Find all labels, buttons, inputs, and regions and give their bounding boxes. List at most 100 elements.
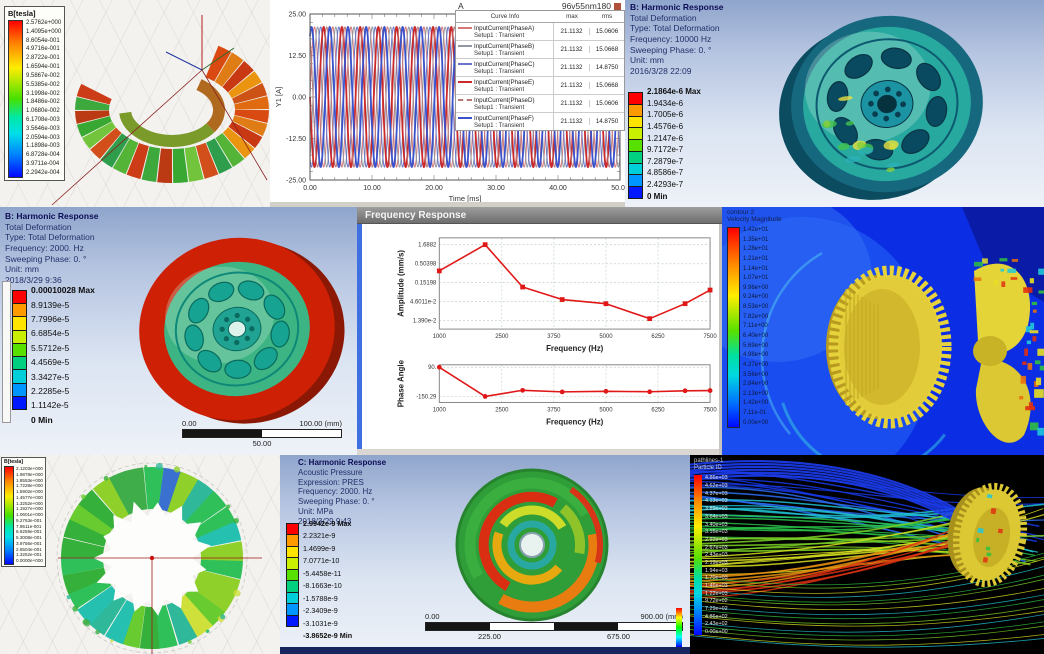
curve-name: InputCurrent(PhaseA) — [474, 24, 535, 32]
scale-ruler: 0.00 100.00 (mm) 50.00 — [182, 419, 342, 448]
legend-value: 3.3427e-5 — [31, 371, 70, 382]
legend-value: 1.07e+01 — [743, 275, 769, 282]
legend-values: 2.1203e+000 1.9878e+000 1.8553e+000 1.7228e… — [16, 466, 43, 563]
legend-value: 1.14e+01 — [743, 265, 769, 272]
legend-value: 1.9434e-6 — [647, 98, 684, 108]
svg-text:1000: 1000 — [433, 334, 447, 340]
legend-title: B[tesla] — [4, 459, 24, 465]
panel-maxwell-torus: B[tesla] 2.5762e+000 1.4095e+000 8.6054e-0… — [0, 0, 270, 207]
legend-value: 6.8728e-004 — [26, 152, 60, 159]
legend-value: 3.89e+03 — [705, 506, 728, 513]
info-line: Sweeping Phase: 0. ° — [298, 497, 375, 506]
panel-harmonic-10000hz: B: Harmonic Response Total Deformation Typ… — [625, 0, 1044, 207]
svg-text:25.00: 25.00 — [288, 12, 306, 19]
legend-value: 8.6054e-001 — [26, 37, 60, 44]
panel-velocity-contour: contour 2 Velocity Magnitude 1.42e+01 1.35… — [722, 207, 1044, 455]
table-header: Curve Info max rms — [456, 11, 624, 23]
legend-value: 2.2285e-5 — [31, 385, 70, 396]
panel-harmonic-2000hz: B: Harmonic Response Total Deformation Typ… — [0, 207, 357, 455]
info-line: B: Harmonic Response — [630, 2, 724, 12]
deformation-legend: 2.1864e-6 Max 1.9434e-6 1.7005e-6 1.4576e-6… — [628, 86, 701, 202]
particle-legend: pathlines-1 Particle ID 4.86e+03 4.62e+03 4… — [694, 458, 728, 636]
table-row: InputCurrent(PhaseB) Setup1 : Transient … — [456, 41, 624, 59]
ruler-max: 100.00 (mm) — [299, 419, 342, 428]
velocity-legend: contour 2 Velocity Magnitude 1.42e+01 1.35… — [727, 209, 782, 428]
legend-cell — [629, 104, 642, 117]
legend-value: 2.8722e-001 — [26, 55, 60, 62]
info-line: Total Deformation — [5, 221, 72, 232]
info-line: Frequency: 2000. Hz — [298, 487, 373, 497]
legend-cells — [286, 523, 299, 627]
legend-cell — [13, 343, 26, 358]
b-field-legend: B[tesla] 2.1203e+000 1.9878e+000 1.8553e+0… — [1, 457, 46, 567]
mini-colorbar — [676, 608, 682, 647]
legend-cell — [13, 330, 26, 344]
svg-text:-150.29: -150.29 — [416, 394, 437, 400]
window-left-strip — [357, 224, 362, 455]
legend-value: 2.13e+00 — [743, 390, 769, 397]
legend-value: 1.3252e+000 — [16, 500, 43, 506]
legend-title-line: Particle ID — [694, 465, 722, 472]
legend-value: 2.67e+03 — [705, 544, 728, 551]
ruler-mid: 50.00 — [252, 439, 272, 448]
curve-setup: Setup1 : Transient — [474, 121, 525, 129]
window-icon[interactable] — [614, 2, 621, 10]
window-titlebar[interactable]: Frequency Response — [357, 207, 722, 224]
svg-text:Time [ms]: Time [ms] — [449, 194, 482, 203]
window-footer — [357, 449, 719, 455]
legend-cell — [287, 535, 298, 547]
curve-swatch — [458, 117, 472, 119]
taskbar-strip — [280, 647, 690, 654]
curve-max: 21.1132 — [554, 100, 590, 107]
curve-swatch — [458, 27, 472, 29]
legend-value: 3.16e+03 — [705, 529, 728, 536]
table-row: InputCurrent(PhaseE) Setup1 : Transient … — [456, 77, 624, 95]
table-row: InputCurrent(PhaseA) Setup1 : Transient … — [456, 23, 624, 41]
ruler-q3: 675.00 — [607, 632, 630, 641]
legend-cell — [629, 128, 642, 141]
curve-max: 21.1132 — [554, 82, 590, 89]
legend-value: 3.9711e-004 — [26, 161, 60, 167]
info-line: 2018/3/29 9:43 — [298, 516, 352, 526]
plot-title: A — [458, 1, 464, 11]
legend-value: 1.42e+00 — [743, 400, 769, 407]
legend-value: 1.6594e-001 — [26, 64, 60, 71]
svg-text:90.: 90. — [428, 365, 437, 371]
info-line: Total Deformation — [630, 12, 697, 23]
ruler-max: 900.00 (mm) — [640, 612, 683, 621]
svg-text:2500: 2500 — [495, 334, 509, 340]
legend-cells — [12, 290, 27, 410]
legend-value: 1.4576e-6 — [647, 122, 684, 132]
legend-value: -1.5788e-9 — [303, 593, 338, 603]
legend-value: 0.00e+00 — [743, 419, 769, 426]
legend-value: -3.8652e-9 Min — [303, 631, 353, 641]
curve-swatch — [458, 99, 472, 101]
deformation-legend: 0.00010028 Max 8.9139e-5 7.7996e-5 6.6854e-… — [12, 283, 95, 427]
info-line: Frequency: 2000. Hz — [5, 242, 84, 253]
legend-value: 1.3252e-001 — [16, 552, 42, 558]
curve-swatch — [458, 81, 472, 83]
table-row: InputCurrent(PhaseF) Setup1 : Transient … — [456, 113, 624, 130]
legend-values: 2.5762e+000 1.4095e+000 8.6054e-001 4.9716e… — [26, 20, 61, 176]
svg-text:1000: 1000 — [433, 407, 447, 413]
svg-text:7500: 7500 — [703, 334, 717, 340]
plot-header: A 96v55nm180 — [270, 0, 625, 13]
legend-cell — [629, 187, 642, 199]
svg-text:20.00: 20.00 — [425, 185, 443, 192]
legend-value: 4.86e+03 — [705, 475, 728, 482]
legend-value: 0.00e+00 — [705, 629, 728, 636]
wheel-deformation-plot — [139, 237, 345, 424]
legend-value: 6.6854e-5 — [31, 328, 70, 339]
legend-value: 1.0601e+000 — [16, 512, 43, 517]
legend-value: 5.5712e-5 — [31, 342, 70, 353]
legend-cell — [13, 357, 26, 371]
torus-field-plot — [51, 15, 269, 206]
legend-value: 9.5867e-002 — [26, 72, 60, 79]
legend-cell — [13, 370, 26, 384]
info-line: Type: Total Deformation — [630, 23, 720, 34]
legend-value: 4.27e+00 — [743, 361, 769, 368]
legend-value: 1.1927e+000 — [16, 506, 43, 512]
legend-value: 4.86e+02 — [705, 613, 728, 620]
acoustic-disc-plot — [455, 468, 609, 622]
curve-setup: Setup1 : Transient — [474, 67, 525, 75]
